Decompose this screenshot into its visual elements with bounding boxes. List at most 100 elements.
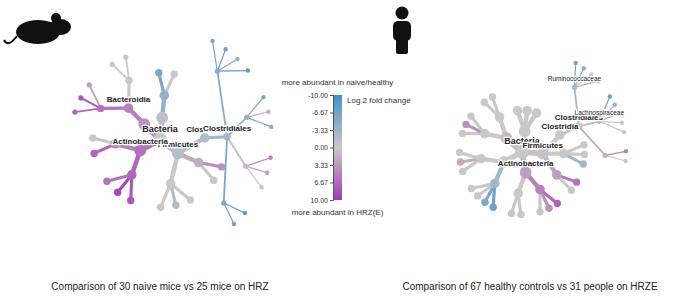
node [490, 179, 500, 189]
node [221, 200, 226, 205]
node [574, 61, 578, 65]
tick: 0.00 [314, 144, 333, 151]
person-head [396, 7, 409, 20]
node [603, 153, 608, 158]
legend-high-label: more abundant in HRZ(E) [292, 208, 384, 217]
node [459, 130, 466, 137]
caption: Comparison of 30 naive mice vs 25 mice o… [51, 281, 268, 292]
node [573, 178, 580, 185]
node [244, 115, 249, 120]
edge [89, 85, 100, 108]
node [265, 171, 269, 175]
node [223, 47, 227, 51]
legend-low-label: more abundant in naive/healthy [282, 78, 394, 87]
node-labels: BacteriaFirmicutesActinobacteriaClostrid… [107, 95, 252, 149]
node [580, 160, 587, 167]
node [127, 170, 137, 180]
tick: -10.00 [308, 92, 333, 99]
node [268, 156, 272, 160]
color-bar [333, 95, 342, 200]
edge [217, 70, 247, 72]
tick-label: -6.67 [312, 109, 328, 116]
node [536, 208, 543, 215]
edge [247, 97, 264, 117]
node [481, 199, 488, 206]
node [467, 112, 474, 119]
person-legs [396, 36, 408, 54]
node [555, 130, 565, 140]
node-label: Bacteroidia [107, 95, 151, 104]
node [580, 141, 587, 148]
node [476, 154, 486, 164]
node [459, 168, 466, 175]
node [166, 179, 176, 189]
edge [224, 203, 245, 213]
tick-label: 3.33 [314, 162, 328, 169]
node [581, 151, 588, 158]
node [545, 205, 552, 212]
node [508, 210, 515, 217]
node [155, 69, 162, 76]
edges [75, 41, 271, 224]
color-axis: -10.00-6.67-3.330.003.336.6710.00 [308, 92, 333, 204]
mouse-icon [4, 13, 71, 44]
chart-svg: BacteriaFirmicutesActinobacteriaClostrid… [0, 0, 696, 298]
edge [224, 203, 234, 224]
node [559, 149, 569, 159]
node [535, 185, 545, 195]
tick-mark [330, 200, 333, 201]
node [218, 163, 225, 170]
edge [579, 126, 605, 155]
node [123, 55, 128, 60]
chart-root: BacteriaFirmicutesActinobacteriaClostrid… [0, 0, 696, 298]
color-legend: -10.00-6.67-3.330.003.336.6710.00Log 2 f… [282, 78, 411, 217]
edge [247, 112, 269, 118]
node [554, 200, 561, 207]
node [243, 211, 247, 215]
node [620, 121, 624, 125]
node [215, 69, 220, 74]
tick-mark [330, 112, 333, 113]
node [78, 95, 83, 100]
node [200, 133, 210, 143]
edge [213, 41, 218, 71]
tick-label: 10.00 [310, 197, 328, 204]
node-label: Lachnospiraceae [575, 109, 625, 117]
node-label: Actinobacteria [498, 159, 554, 168]
mouse-ear [51, 13, 61, 23]
node-label: Clostridiales [203, 124, 252, 133]
nodes [456, 61, 628, 218]
node-labels: BacteriaFirmicutesActinobacteriaClostrid… [498, 75, 625, 168]
node [259, 185, 263, 189]
node [72, 109, 77, 114]
tick-mark [330, 148, 333, 149]
node-label: Ruminococcaceae [548, 75, 602, 82]
edge [224, 137, 227, 203]
node [568, 187, 575, 194]
tick: 10.00 [310, 197, 333, 204]
node [468, 185, 475, 192]
tick-label: 0.00 [314, 144, 328, 151]
edge [217, 49, 225, 71]
node [187, 196, 194, 203]
tick-label: -10.00 [308, 92, 328, 99]
node [97, 105, 104, 112]
tick: -6.67 [312, 109, 333, 116]
edges [460, 63, 626, 214]
node [114, 189, 121, 196]
node [127, 197, 134, 204]
edge [605, 151, 626, 155]
node-label: Actinobacteria [112, 137, 168, 146]
node [481, 99, 488, 106]
node [608, 94, 612, 98]
tick: 3.33 [314, 162, 333, 169]
node [622, 130, 626, 134]
tick-mark [330, 130, 333, 131]
node [623, 159, 627, 163]
mouse-head [49, 19, 71, 35]
node [156, 112, 168, 124]
node [160, 91, 170, 101]
node [157, 203, 164, 210]
node [269, 125, 273, 129]
node [170, 71, 177, 78]
